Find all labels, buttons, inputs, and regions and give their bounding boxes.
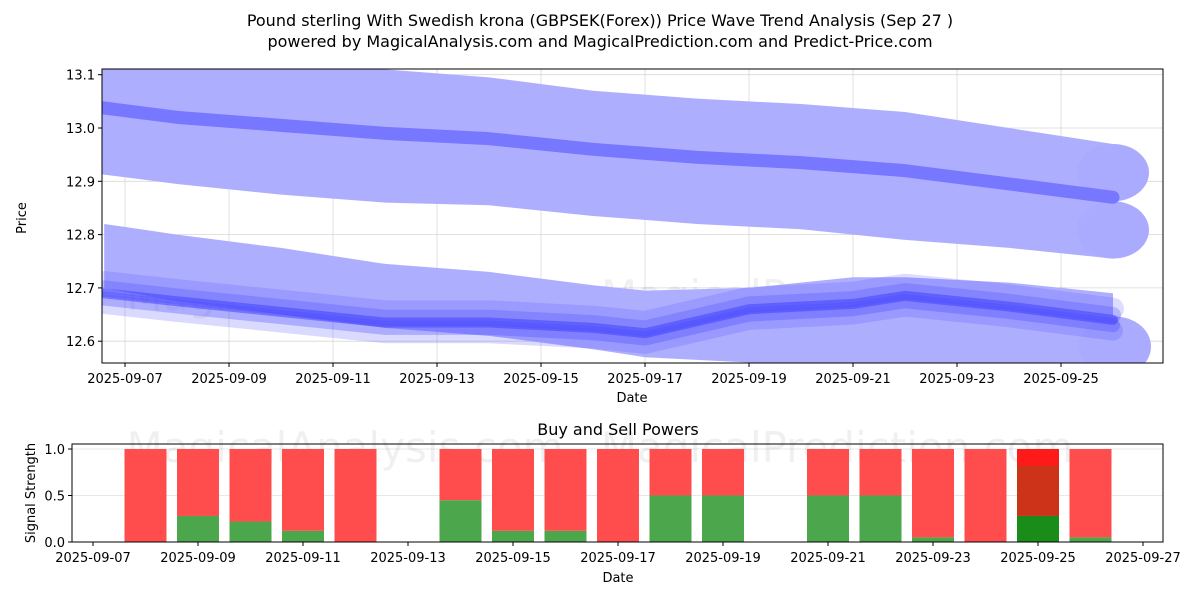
sell-bar [124,449,167,542]
upper-x-tick-label: 2025-09-09 [191,372,267,387]
lower-y-tick-label: 0.0 [44,536,65,551]
upper-y-tick-label: 12.6 [66,335,95,350]
wave-cluster-line [102,288,1118,339]
upper-y-axis-label: Price [15,202,30,234]
upper-x-tick-label: 2025-09-21 [815,372,891,387]
lower-x-axis-label: Date [602,571,633,586]
sell-bar [282,449,324,531]
upper-y-tick-label: 13.1 [66,69,95,84]
buy-bar [1017,515,1059,542]
chart-subtitle: powered by MagicalAnalysis.com and Magic… [267,32,932,51]
lower-y-axis-label: Signal Strength [24,443,39,543]
sell-bar [177,449,219,516]
buy-bar [177,515,219,542]
sell-bar [859,449,902,496]
wave-band-1 [104,223,1113,363]
upper-x-tick-label: 2025-09-13 [399,372,475,387]
upper-x-ticks: 2025-09-07 2025-09-09 2025-09-11 2025-09-13… [87,363,1099,387]
lower-x-tick-label: 2025-09-27 [1105,551,1181,566]
lower-x-tick-label: 2025-09-23 [895,551,971,566]
lower-x-tick-label: 2025-09-13 [370,551,446,566]
upper-x-tick-label: 2025-09-07 [87,372,163,387]
sell-bar [912,449,954,538]
upper-x-tick-label: 2025-09-15 [503,372,579,387]
upper-x-tick-label: 2025-09-11 [295,372,371,387]
sell-bar [229,449,272,522]
upper-y-tick-label: 13.0 [66,122,95,137]
lower-x-tick-label: 2025-09-15 [475,551,551,566]
lower-x-tick-label: 2025-09-11 [265,551,341,566]
buy-bar [912,537,954,542]
sell-bar [649,449,692,496]
upper-x-tick-label: 2025-09-25 [1023,372,1099,387]
lower-chart-title: Buy and Sell Powers [537,420,699,439]
lower-y-tick-label: 1.0 [44,443,65,458]
price-wave-plot: MagicalAnalysis.comMagicalPrediction.com… [15,68,1164,406]
buy-bar [807,495,849,542]
upper-x-axis-label: Date [616,391,647,406]
sell-bar [807,449,849,496]
sell-bar [702,449,744,496]
lower-x-tick-label: 2025-09-07 [55,551,131,566]
lower-x-tick-label: 2025-09-17 [580,551,656,566]
lower-y-ticks: 0.0 0.5 1.0 [44,443,72,551]
lower-x-tick-label: 2025-09-09 [160,551,236,566]
chart-title: Pound sterling With Swedish krona (GBPSE… [247,11,953,30]
sell-bar [439,449,482,501]
wave-center-line [102,101,1120,204]
wave-cluster-line [102,291,1120,346]
buy-bar [649,495,692,542]
upper-x-tick-label: 2025-09-17 [607,372,683,387]
sell-bar [597,449,639,542]
wave-band-0 [102,69,1113,259]
buy-sell-plot: Buy and Sell Powers MagicalAnalysis.com M… [24,420,1181,586]
sell-bar [544,449,587,531]
wave-cluster-line [102,271,1124,334]
buy-bar [439,500,482,542]
sell-bar [492,449,534,531]
buy-bar [229,521,272,542]
upper-y-tick-label: 12.7 [66,282,95,297]
upper-plot-frame [101,68,1164,364]
lower-x-tick-label: 2025-09-25 [1000,551,1076,566]
sell-bar [334,449,377,542]
lower-x-ticks: 2025-09-07 2025-09-09 2025-09-11 2025-09-13… [55,542,1181,566]
upper-x-tick-label: 2025-09-19 [711,372,787,387]
buy-bar [282,530,324,542]
lower-x-tick-label: 2025-09-21 [790,551,866,566]
upper-x-tick-label: 2025-09-23 [919,372,995,387]
buy-bar [859,495,902,542]
upper-series [102,69,1151,363]
wave-cluster-line [102,293,1123,354]
upper-y-tick-label: 12.8 [66,229,95,244]
buy-bar [1069,537,1112,542]
lower-y-tick-label: 0.5 [44,490,65,505]
buy-bar [492,530,534,542]
upper-y-ticks: 12.6 12.7 12.8 12.9 13.0 13.1 [66,69,102,350]
sell-bar [964,449,1007,542]
wave-band-cap [1077,201,1149,259]
upper-y-tick-label: 12.9 [66,175,95,190]
sell-bar-top [1017,449,1059,466]
wave-band-cap [1079,316,1151,363]
buy-bar [702,495,744,542]
lower-x-tick-label: 2025-09-19 [685,551,761,566]
wave-band-cap [1077,143,1149,202]
buy-bar [544,530,587,542]
lower-bars [124,449,1112,542]
sell-bar [1069,449,1112,538]
